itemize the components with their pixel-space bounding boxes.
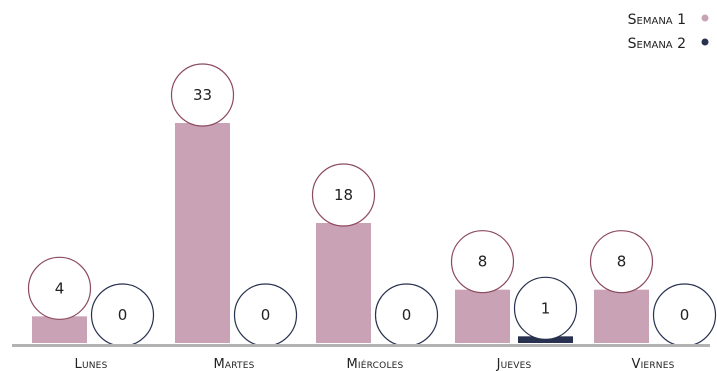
category-label-lunes: Lunes	[75, 357, 108, 371]
bar-semana-1-miercoles	[316, 223, 371, 343]
legend-label-semana-2: Semana 2	[628, 36, 686, 52]
data-label-semana-1-miercoles: 18	[334, 186, 353, 204]
bars-layer	[32, 123, 649, 343]
data-label-semana-1-jueves: 8	[478, 253, 488, 271]
data-label-ring-semana-1-viernes	[589, 230, 654, 294]
legend: Semana 1 Semana 2	[628, 12, 709, 52]
legend-swatch-semana-1	[701, 14, 709, 22]
data-label-ring-semana-2-jueves	[513, 276, 578, 340]
category-labels: Lunes Martes Miércoles Jueves Viernes	[75, 357, 675, 371]
data-label-semana-2-lunes: 0	[118, 306, 128, 324]
data-label-ring-semana-1-jueves	[450, 230, 515, 294]
data-label-ring-semana-1-martes	[170, 63, 235, 127]
data-label-semana-1-viernes: 8	[617, 253, 627, 271]
data-label-semana-2-miercoles: 0	[402, 306, 412, 324]
bar-semana-1-martes	[175, 123, 230, 343]
legend-swatch-semana-2	[701, 38, 709, 46]
legend-label-semana-1: Semana 1	[628, 12, 686, 28]
category-label-martes: Martes	[213, 357, 254, 371]
data-label-semana-1-lunes: 4	[55, 279, 65, 297]
category-label-viernes: Viernes	[631, 357, 674, 371]
data-label-semana-2-martes: 0	[261, 306, 271, 324]
data-label-semana-2-jueves: 1	[541, 299, 551, 317]
data-label-ring-semana-1-lunes	[27, 256, 92, 320]
category-label-miercoles: Miércoles	[347, 357, 404, 371]
bar-semana-1-jueves	[455, 289, 510, 343]
bar-semana-1-viernes	[594, 289, 649, 343]
data-label-semana-2-viernes: 0	[680, 306, 690, 324]
category-label-jueves: Jueves	[496, 357, 532, 371]
data-label-ring-semana-1-miercoles	[311, 163, 376, 227]
data-label-semana-1-martes: 33	[193, 86, 212, 104]
bar-semana-1-lunes	[32, 316, 87, 343]
